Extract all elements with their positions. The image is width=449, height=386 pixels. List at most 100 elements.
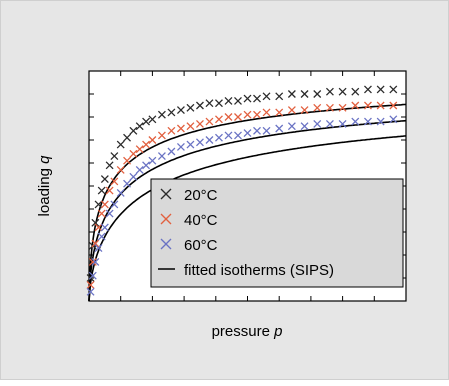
data-point xyxy=(313,119,322,128)
data-point xyxy=(110,152,119,161)
data-point xyxy=(338,87,347,96)
data-point xyxy=(123,156,131,165)
data-point xyxy=(243,94,252,103)
data-point xyxy=(262,126,271,135)
data-point xyxy=(351,117,360,126)
data-point xyxy=(253,94,261,103)
data-point xyxy=(129,172,138,181)
data-point xyxy=(167,126,176,135)
data-point xyxy=(300,90,309,98)
data-point xyxy=(253,126,261,135)
data-point xyxy=(275,92,284,101)
data-point xyxy=(97,232,106,241)
data-point xyxy=(157,110,166,119)
data-point xyxy=(142,140,151,149)
legend-label: 60°C xyxy=(184,237,218,254)
data-point xyxy=(215,115,223,124)
data-point xyxy=(253,110,261,119)
legend-item: 40°C xyxy=(160,212,218,229)
data-point xyxy=(94,200,103,209)
y-axis-label: loading q xyxy=(36,155,53,217)
data-point xyxy=(167,108,176,117)
data-point xyxy=(116,140,125,149)
legend-item: 60°C xyxy=(160,237,218,254)
data-point xyxy=(176,124,185,133)
data-point xyxy=(148,136,157,144)
data-point xyxy=(91,257,100,266)
legend-item: 20°C xyxy=(160,187,218,204)
data-point xyxy=(105,209,114,218)
data-point xyxy=(300,106,309,115)
data-point xyxy=(325,103,334,112)
data-point xyxy=(215,99,223,108)
legend-label: fitted isotherms (SIPS) xyxy=(184,262,334,279)
data-point xyxy=(262,92,271,101)
data-point xyxy=(234,131,242,140)
data-point xyxy=(142,161,151,170)
data-point xyxy=(325,87,334,96)
data-point xyxy=(135,145,144,154)
data-point xyxy=(148,115,157,124)
legend-label: 20°C xyxy=(184,187,218,204)
data-point xyxy=(186,122,195,131)
data-points xyxy=(86,85,398,296)
data-point xyxy=(176,106,185,115)
data-point xyxy=(86,280,95,289)
data-point xyxy=(105,161,114,170)
data-point xyxy=(142,117,151,126)
fit-curve-60°C xyxy=(88,135,407,302)
data-point xyxy=(364,117,372,126)
data-point xyxy=(91,218,100,227)
data-point xyxy=(100,175,109,184)
data-point xyxy=(88,257,97,266)
data-point xyxy=(215,133,223,142)
data-point xyxy=(389,85,398,94)
data-point xyxy=(135,122,144,131)
legend: 20°C 40°C 60°C fitted isotherms (SIPS) xyxy=(150,178,404,288)
data-point xyxy=(86,287,95,296)
data-point xyxy=(100,200,109,209)
data-point xyxy=(275,124,284,133)
legend-label: 40°C xyxy=(184,212,218,229)
data-point xyxy=(129,149,138,158)
data-point xyxy=(376,117,385,126)
data-point xyxy=(105,186,114,195)
data-point xyxy=(157,152,166,161)
data-point xyxy=(376,101,385,110)
data-point xyxy=(129,126,138,135)
x-axis-label: pressure p xyxy=(212,323,283,340)
data-point xyxy=(88,271,97,280)
data-point xyxy=(195,138,204,147)
data-point xyxy=(262,108,271,117)
data-point xyxy=(195,101,204,110)
data-point xyxy=(123,179,131,188)
data-point xyxy=(351,101,360,110)
data-point xyxy=(224,131,233,140)
data-point xyxy=(100,223,109,232)
legend-marker xyxy=(160,238,172,250)
legend-marker xyxy=(160,213,172,225)
data-point xyxy=(364,85,372,94)
data-point xyxy=(110,177,119,186)
data-point xyxy=(389,115,398,124)
data-point xyxy=(287,106,296,115)
data-point xyxy=(186,140,195,149)
data-point xyxy=(97,209,106,218)
data-point xyxy=(116,188,125,197)
data-point xyxy=(116,165,125,174)
data-point xyxy=(148,156,157,165)
data-point xyxy=(205,117,214,126)
data-point xyxy=(167,147,176,156)
data-point xyxy=(300,122,309,131)
data-point xyxy=(389,101,398,110)
data-point xyxy=(243,129,252,138)
data-point xyxy=(376,85,385,94)
legend-marker xyxy=(160,188,172,200)
data-point xyxy=(195,119,204,128)
data-point xyxy=(94,244,103,253)
legend-box xyxy=(150,178,404,288)
data-point xyxy=(325,119,334,128)
data-point xyxy=(364,101,372,110)
